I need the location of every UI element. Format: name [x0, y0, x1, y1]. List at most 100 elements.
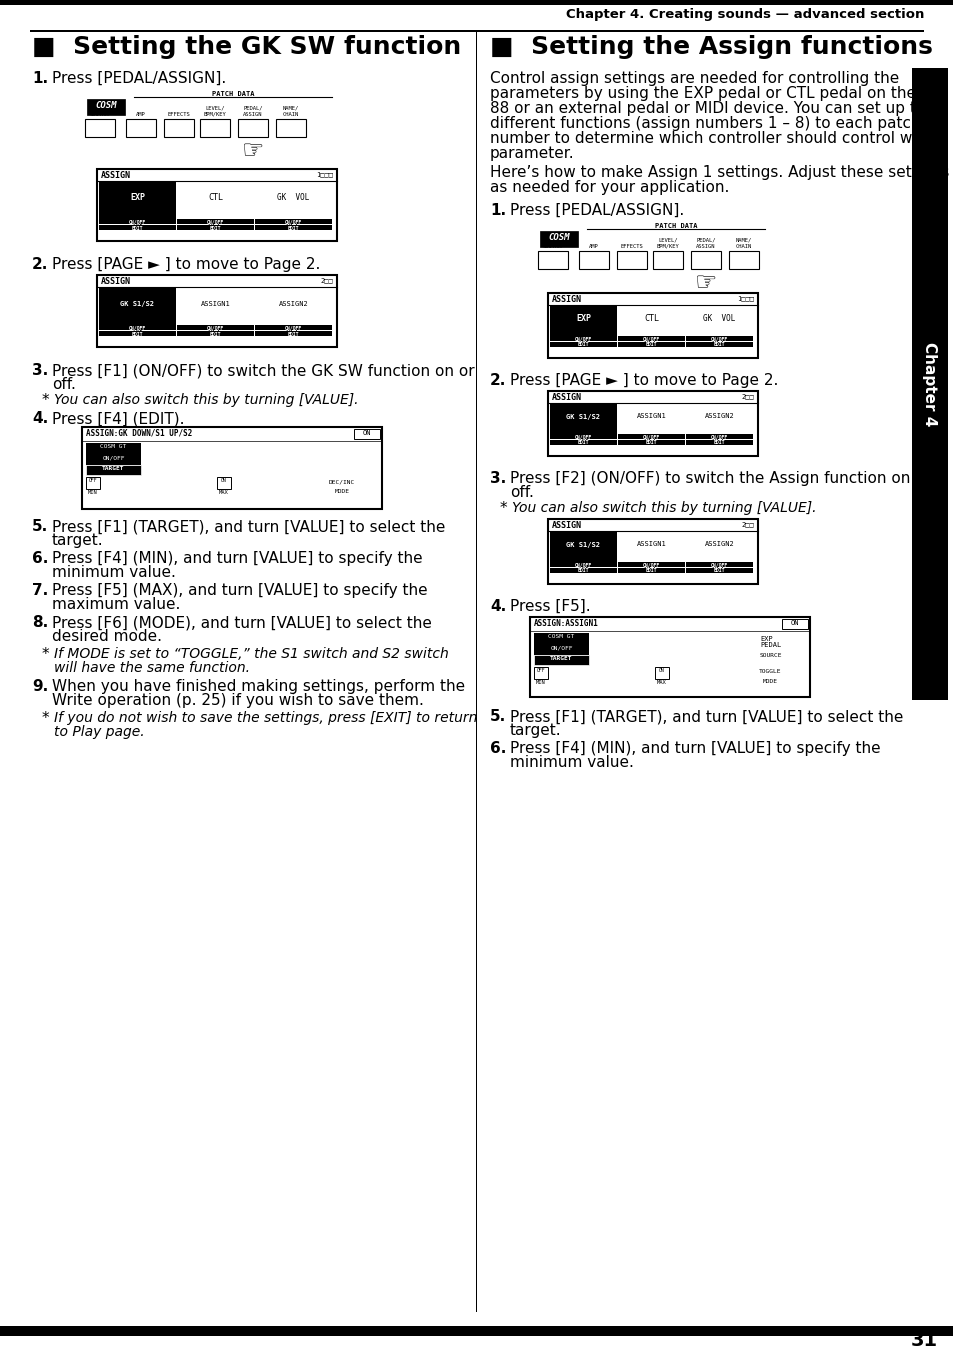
Text: ON/OFF: ON/OFF	[285, 326, 302, 331]
Text: 1.: 1.	[490, 203, 506, 218]
Text: to Play page.: to Play page.	[54, 725, 145, 739]
Text: ON/OFF: ON/OFF	[285, 219, 302, 224]
Text: ON/OFF: ON/OFF	[710, 562, 727, 567]
Bar	[177, 326, 253, 330]
Bar	[547, 390, 758, 457]
Text: 7.: 7.	[32, 584, 49, 598]
Text: Press [F5].: Press [F5].	[510, 598, 590, 613]
Bar	[254, 326, 332, 330]
Bar	[618, 342, 684, 347]
Text: CHAIN: CHAIN	[283, 112, 299, 118]
Text: ASSIGN: ASSIGN	[552, 521, 581, 530]
Bar	[86, 455, 141, 465]
Bar	[534, 667, 547, 680]
Bar	[254, 219, 332, 224]
Text: OFF: OFF	[643, 562, 659, 571]
Text: Press [F1] (TARGET), and turn [VALUE] to select the: Press [F1] (TARGET), and turn [VALUE] to…	[510, 709, 902, 724]
Text: 2□□: 2□□	[320, 277, 333, 282]
Bar	[177, 226, 253, 230]
Text: GUITAR: GUITAR	[91, 112, 110, 118]
Bar	[685, 567, 752, 573]
Text: GK  VOL: GK VOL	[702, 313, 735, 323]
Text: 2□□: 2□□	[740, 393, 753, 399]
Text: Chapter 4: Chapter 4	[922, 342, 937, 426]
Text: OFF: OFF	[537, 667, 545, 673]
Bar	[728, 251, 759, 269]
Bar	[537, 251, 567, 269]
Text: CHAIN: CHAIN	[735, 245, 751, 249]
Text: ON: ON	[578, 336, 588, 345]
Text: 4.: 4.	[32, 411, 49, 426]
Text: 2□□: 2□□	[740, 521, 753, 527]
Bar	[254, 331, 332, 336]
Text: 5.: 5.	[490, 709, 506, 724]
Bar	[550, 531, 617, 562]
Text: 1□□□: 1□□□	[737, 295, 753, 301]
Text: parameters by using the EXP pedal or CTL pedal on the VG-: parameters by using the EXP pedal or CTL…	[490, 86, 947, 101]
Text: GUITAR: GUITAR	[542, 245, 562, 249]
Text: ON/OFF: ON/OFF	[575, 562, 592, 567]
Bar	[550, 562, 617, 567]
Text: EFFECTS: EFFECTS	[168, 112, 191, 118]
Bar	[254, 226, 332, 230]
Text: ON: ON	[221, 478, 227, 484]
Text: ON/OFF: ON/OFF	[710, 435, 727, 439]
Text: CTL: CTL	[643, 313, 659, 323]
Text: 8.: 8.	[32, 615, 49, 630]
Bar	[685, 336, 752, 340]
Text: ■  Setting the GK SW function: ■ Setting the GK SW function	[32, 35, 460, 59]
Text: ASSIGN: ASSIGN	[552, 393, 581, 403]
Bar	[86, 477, 100, 489]
Bar	[126, 119, 156, 136]
Text: 5.: 5.	[32, 519, 49, 534]
Text: TOGGLE: TOGGLE	[758, 669, 781, 674]
Text: MODE: MODE	[761, 680, 777, 684]
Text: Press [F1] (TARGET), and turn [VALUE] to select the: Press [F1] (TARGET), and turn [VALUE] to…	[52, 519, 445, 534]
Bar	[618, 567, 684, 573]
Text: If MODE is set to “TOGGLE,” the S1 switch and S2 switch: If MODE is set to “TOGGLE,” the S1 switc…	[54, 647, 448, 661]
Text: Press [F4] (MIN), and turn [VALUE] to specify the: Press [F4] (MIN), and turn [VALUE] to sp…	[52, 551, 422, 566]
Text: EDIT: EDIT	[713, 440, 724, 446]
Text: ASSIGN: ASSIGN	[101, 172, 131, 180]
Bar	[86, 465, 141, 476]
Text: GK S1/S2: GK S1/S2	[566, 413, 599, 420]
Text: ON: ON	[790, 620, 799, 626]
Text: AMP: AMP	[589, 245, 598, 249]
Text: PEDAL: PEDAL	[760, 642, 781, 648]
Bar	[354, 430, 379, 439]
Bar	[97, 276, 336, 347]
Text: ON/OFF: ON/OFF	[207, 326, 224, 331]
Text: Press [F4] (EDIT).: Press [F4] (EDIT).	[52, 411, 184, 426]
Text: Press [F4] (MIN), and turn [VALUE] to specify the: Press [F4] (MIN), and turn [VALUE] to sp…	[510, 740, 880, 757]
Bar	[99, 331, 175, 336]
Text: 2.: 2.	[490, 373, 506, 388]
Text: Press [F6] (MODE), and turn [VALUE] to select the: Press [F6] (MODE), and turn [VALUE] to s…	[52, 615, 432, 630]
Text: MIN: MIN	[536, 680, 545, 685]
Text: ON/OFF: ON/OFF	[642, 562, 659, 567]
Text: ON/OFF: ON/OFF	[642, 336, 659, 342]
Text: ASSIGN:GK DOWN/S1 UP/S2: ASSIGN:GK DOWN/S1 UP/S2	[86, 430, 193, 438]
Text: maximum value.: maximum value.	[52, 597, 180, 612]
Bar	[618, 336, 684, 340]
Text: target.: target.	[510, 723, 561, 738]
Text: MODE: MODE	[335, 489, 349, 494]
Text: OFF: OFF	[89, 478, 97, 484]
Text: PEDAL/: PEDAL/	[243, 105, 262, 111]
Text: ☞: ☞	[694, 272, 717, 295]
Bar	[530, 617, 809, 697]
Text: EDIT: EDIT	[288, 331, 299, 336]
Bar	[618, 562, 684, 567]
Text: ON/OFF: ON/OFF	[129, 326, 146, 331]
Text: ON/OFF: ON/OFF	[575, 336, 592, 342]
Text: GK S1/S2: GK S1/S2	[566, 542, 599, 547]
Text: *: *	[42, 393, 50, 408]
Text: ASSIGN1: ASSIGN1	[200, 301, 230, 307]
Text: off.: off.	[52, 377, 76, 392]
Text: EDIT: EDIT	[132, 226, 143, 231]
Text: Press [PEDAL/ASSIGN].: Press [PEDAL/ASSIGN].	[52, 72, 226, 86]
Text: ON: ON	[578, 434, 588, 443]
Text: EDIT: EDIT	[713, 343, 724, 347]
Bar	[534, 634, 588, 644]
Text: minimum value.: minimum value.	[52, 565, 175, 580]
Text: NAME/: NAME/	[283, 105, 299, 111]
